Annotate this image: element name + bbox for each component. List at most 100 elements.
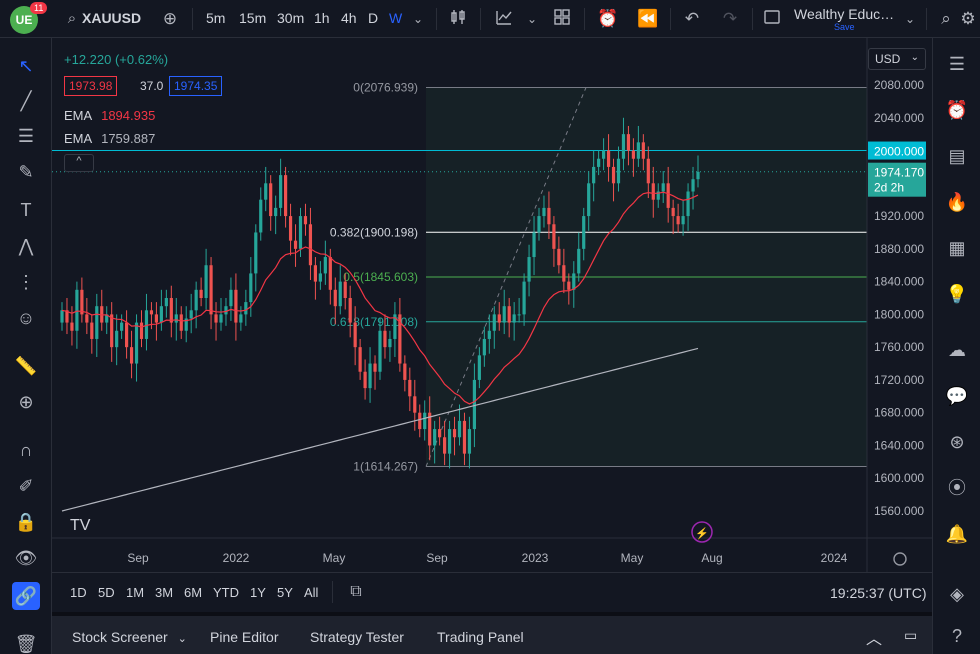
candle-body xyxy=(80,289,84,315)
range-ytd[interactable]: YTD xyxy=(213,585,239,600)
tab-strategy-tester[interactable]: Strategy Tester xyxy=(310,629,404,645)
text-icon[interactable]: T xyxy=(20,200,32,220)
bid-price[interactable]: 1973.98 xyxy=(64,76,118,96)
ask-price[interactable]: 1974.35 xyxy=(169,76,223,96)
time-tick: May xyxy=(323,551,346,565)
candle-body xyxy=(567,281,571,290)
quick-search-icon[interactable]: ⌕ xyxy=(941,9,951,28)
candle-body xyxy=(363,371,367,389)
range-1y[interactable]: 1Y xyxy=(250,585,266,600)
layout-name[interactable]: Wealthy Educ… xyxy=(794,6,895,22)
utc-clock[interactable]: 19:25:37 (UTC) xyxy=(830,585,927,601)
alerts-clock-icon[interactable]: ⏰ xyxy=(945,100,969,120)
candle-body xyxy=(303,216,308,225)
chevron-up-icon[interactable]: ︿ xyxy=(866,631,883,648)
interval-5m[interactable]: 5m xyxy=(206,10,226,26)
candle-body xyxy=(393,314,397,339)
range-all[interactable]: All xyxy=(304,585,319,600)
watchlist-icon[interactable]: ☰ xyxy=(948,54,966,74)
hotlist-icon[interactable]: 🔥 xyxy=(945,192,969,212)
candle-body xyxy=(527,257,531,282)
emoji-icon[interactable]: ☺ xyxy=(16,308,36,328)
candle-body xyxy=(597,158,601,167)
interval-15m[interactable]: 15m xyxy=(239,10,267,26)
ruler-icon[interactable]: 📏 xyxy=(14,356,38,376)
candle-body xyxy=(403,363,407,380)
candle-body xyxy=(288,216,293,241)
chevron-down-icon[interactable]: ⌄ xyxy=(904,12,916,26)
add-symbol-icon[interactable]: ⊕ xyxy=(162,9,178,28)
tab-stock-screener[interactable]: Stock Screener ⌄ xyxy=(72,629,187,645)
chevron-down-icon[interactable]: ⌄ xyxy=(412,12,424,26)
ideas-icon[interactable]: 💡 xyxy=(945,284,969,304)
fullscreen-box-icon[interactable] xyxy=(760,7,784,31)
eye-icon[interactable]: 👁 xyxy=(14,548,38,568)
range-1m[interactable]: 1M xyxy=(126,585,145,600)
interval-30m[interactable]: 30m xyxy=(277,10,305,26)
help-icon[interactable]: ? xyxy=(951,626,962,646)
zoom-icon[interactable]: ⊕ xyxy=(18,392,34,412)
layouts-icon[interactable] xyxy=(550,7,574,31)
trend-line-icon[interactable]: ╱ xyxy=(20,91,32,111)
bulb-broadcast-icon[interactable]: ⊛ xyxy=(949,432,965,452)
fib-label: 0.382(1900.198) xyxy=(330,225,418,239)
candle-body xyxy=(616,158,621,184)
candles-icon[interactable] xyxy=(446,7,470,31)
candle-body xyxy=(209,265,213,315)
interval-d[interactable]: D xyxy=(368,10,379,26)
chevron-down-icon[interactable]: ⌄ xyxy=(526,12,538,26)
magnet-icon[interactable]: ∩ xyxy=(19,440,33,460)
currency-select[interactable]: USD ⌄ xyxy=(868,48,926,70)
fib-label: 0(2076.939) xyxy=(353,81,418,95)
calendar-icon[interactable]: ▦ xyxy=(948,238,966,258)
brush-icon[interactable]: ✎ xyxy=(18,162,34,182)
price-tick: 1760.000 xyxy=(874,340,924,354)
range-1d[interactable]: 1D xyxy=(70,585,87,600)
candle-body xyxy=(686,191,690,217)
forecast-icon[interactable]: ⋮ xyxy=(17,272,35,292)
link-icon[interactable]: 🔗 xyxy=(12,582,40,610)
lock-drawing-icon[interactable]: ✐ xyxy=(18,476,34,496)
trash-icon[interactable]: 🗑 xyxy=(14,634,38,654)
chevron-down-icon: ⌄ xyxy=(910,52,919,63)
range-6m[interactable]: 6M xyxy=(184,585,203,600)
tab-pine-editor[interactable]: Pine Editor xyxy=(210,629,279,645)
fib-retracement-icon[interactable]: ☰ xyxy=(17,126,35,146)
candle-body xyxy=(497,314,501,323)
candle-body xyxy=(199,289,203,298)
layers-icon[interactable]: ◈ xyxy=(950,584,964,604)
price-chart[interactable]: 0(2076.939)0.382(1900.198)0.5(1845.603)0… xyxy=(52,38,932,572)
symbol-name[interactable]: XAUUSD xyxy=(82,10,142,26)
interval-1h[interactable]: 1h xyxy=(314,10,330,26)
pattern-icon[interactable]: ⋀ xyxy=(18,236,34,256)
cloud-chat-icon[interactable]: ☁ xyxy=(948,340,966,360)
bell-icon[interactable]: 🔔 xyxy=(945,524,969,544)
search-icon[interactable]: ⌕ xyxy=(67,10,77,27)
lock-icon[interactable]: 🔒 xyxy=(14,512,38,532)
range-5y[interactable]: 5Y xyxy=(277,585,293,600)
settings-icon[interactable]: ⚙ xyxy=(960,9,976,28)
save-label[interactable]: Save xyxy=(834,22,855,32)
tab-trading-panel[interactable]: Trading Panel xyxy=(437,629,524,645)
range-3m[interactable]: 3M xyxy=(155,585,174,600)
candle-body xyxy=(115,330,119,348)
redo-icon[interactable]: ↷ xyxy=(722,9,738,28)
range-5d[interactable]: 5D xyxy=(98,585,115,600)
undo-icon[interactable]: ↶ xyxy=(684,9,700,28)
data-window-icon[interactable]: ▤ xyxy=(948,146,966,166)
alert-icon[interactable]: ⏰ xyxy=(597,9,619,28)
last-price-label-bg xyxy=(868,162,926,197)
stream-icon[interactable]: ⦿ xyxy=(948,478,966,498)
replay-icon[interactable]: ⏪ xyxy=(637,9,659,28)
maximize-icon[interactable]: ▭ xyxy=(904,627,918,643)
interval-4h[interactable]: 4h xyxy=(341,10,357,26)
indicators-icon[interactable] xyxy=(492,7,516,31)
chart-pane[interactable]: 0(2076.939) 0.382(1900.198) 0.5(1845.603) 0… xyxy=(52,38,932,572)
interval-w[interactable]: W xyxy=(389,10,403,26)
collapse-legend-button[interactable]: ^ xyxy=(64,154,94,172)
candle-body xyxy=(189,310,193,319)
price-tick: 1800.000 xyxy=(874,307,924,321)
goto-date-icon[interactable]: ⧉ xyxy=(350,583,362,600)
chat-icon[interactable]: 💬 xyxy=(945,386,969,406)
cursor-icon[interactable]: ↖ xyxy=(18,56,34,76)
